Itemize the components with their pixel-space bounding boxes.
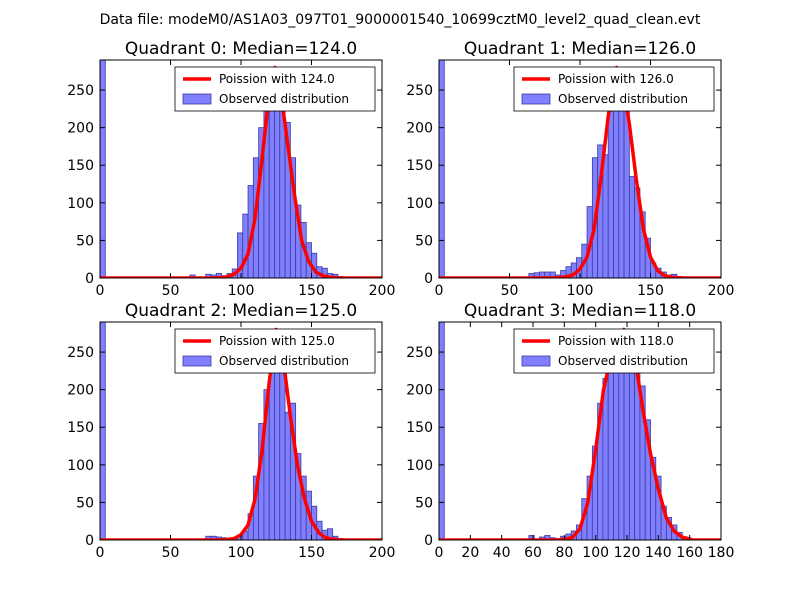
x-tick-label: 0 (435, 283, 444, 299)
x-tick-label: 80 (555, 545, 573, 561)
x-tick-label: 100 (228, 545, 255, 561)
x-tick-label: 0 (96, 283, 105, 299)
y-tick-label: 250 (406, 345, 433, 361)
y-tick-label: 150 (406, 420, 433, 436)
x-tick-label: 50 (162, 545, 180, 561)
y-tick-label: 100 (67, 196, 94, 212)
x-tick-label: 50 (501, 283, 519, 299)
x-tick-label: 150 (637, 283, 664, 299)
histogram-bar (242, 213, 249, 278)
y-tick-label: 150 (406, 158, 433, 174)
subplot-title-quadrant-0: Quadrant 0: Median=124.0 (125, 39, 357, 59)
legend-label-observed: Observed distribution (219, 92, 349, 106)
histogram-bar (284, 411, 291, 540)
y-tick-label: 100 (67, 458, 94, 474)
x-tick-label: 0 (435, 545, 444, 561)
histogram-bar (439, 60, 445, 278)
legend-label-poisson: Poission with 118.0 (558, 334, 674, 348)
histogram-bar (607, 97, 614, 278)
legend: Poission with 124.0 Observed distribution (174, 66, 376, 112)
legend-label-poisson: Poission with 125.0 (219, 334, 335, 348)
histogram-bar (602, 377, 609, 540)
x-tick-label: 120 (614, 545, 641, 561)
histogram-bars (439, 322, 688, 540)
y-tick-label: 50 (415, 233, 433, 249)
x-tick-label: 20 (461, 545, 479, 561)
subplot-quadrant-2: Quadrant 2: Median=125.0 0 50 100 150 200 0 50… (67, 301, 395, 561)
x-tick-label: 50 (162, 283, 180, 299)
y-tick-label: 100 (406, 196, 433, 212)
x-tick-label: 140 (645, 545, 672, 561)
legend: Poission with 126.0 Observed distribution (513, 66, 715, 112)
legend-patch-observed (521, 93, 551, 105)
x-tick-label: 100 (228, 283, 255, 299)
histogram-bar (613, 347, 620, 540)
y-tick-label: 250 (67, 345, 94, 361)
subplot-title-quadrant-2: Quadrant 2: Median=125.0 (125, 301, 357, 321)
x-tick-label: 150 (298, 283, 325, 299)
subplot-quadrant-1: Quadrant 1: Median=126.0 0 50 100 150 200 0 50… (406, 39, 734, 299)
y-tick-label: 0 (424, 533, 433, 549)
x-tick-label: 200 (369, 545, 396, 561)
x-tick-label: 40 (493, 545, 511, 561)
y-tick-label: 50 (76, 233, 94, 249)
histogram-bar (100, 60, 106, 278)
y-tick-label: 250 (67, 83, 94, 99)
histogram-bar (100, 322, 106, 540)
y-tick-label: 0 (85, 271, 94, 287)
y-tick-label: 50 (415, 495, 433, 511)
y-tick-label: 200 (67, 383, 94, 399)
x-tick-label: 0 (96, 545, 105, 561)
histogram-bar (628, 344, 636, 540)
subplot-title-quadrant-3: Quadrant 3: Median=118.0 (464, 301, 696, 321)
y-tick-label: 0 (85, 533, 94, 549)
subplot-title-quadrant-1: Quadrant 1: Median=126.0 (464, 39, 696, 59)
x-tick-label: 150 (298, 545, 325, 561)
legend: Poission with 118.0 Observed distribution (513, 328, 715, 374)
x-tick-label: 100 (567, 283, 594, 299)
y-tick-label: 250 (406, 83, 433, 99)
y-tick-label: 200 (67, 121, 94, 137)
x-tick-label: 180 (708, 545, 735, 561)
legend-patch-observed (521, 355, 551, 367)
histogram-bar (602, 154, 609, 278)
subplot-quadrant-3: Quadrant 3: Median=118.0 0 20 40 60 80 100 120… (406, 301, 734, 561)
legend-label-observed: Observed distribution (219, 354, 349, 368)
subplot-quadrant-0: Quadrant 0: Median=124.0 0 50 100 150 200 0 50… (67, 39, 395, 299)
x-tick-label: 160 (676, 545, 703, 561)
legend-label-poisson: Poission with 126.0 (558, 72, 674, 86)
x-tick-label: 100 (582, 545, 609, 561)
legend-label-observed: Observed distribution (558, 354, 688, 368)
histogram-bar (607, 359, 614, 540)
y-tick-label: 100 (406, 458, 433, 474)
y-tick-label: 200 (406, 121, 433, 137)
x-tick-label: 200 (369, 283, 396, 299)
legend: Poission with 125.0 Observed distribution (174, 328, 376, 374)
histogram-bar (613, 85, 620, 278)
x-tick-label: 60 (524, 545, 542, 561)
y-tick-label: 0 (424, 271, 433, 287)
y-tick-label: 150 (67, 158, 94, 174)
axes-frame (438, 321, 722, 541)
x-tick-label: 200 (708, 283, 735, 299)
legend-patch-observed (182, 355, 212, 367)
y-tick-label: 150 (67, 420, 94, 436)
legend-label-poisson: Poission with 124.0 (219, 72, 335, 86)
legend-patch-observed (182, 93, 212, 105)
y-tick-label: 200 (406, 383, 433, 399)
histogram-bar (279, 366, 286, 540)
histogram-bar (439, 322, 445, 540)
legend-label-observed: Observed distribution (558, 92, 688, 106)
figure-suptitle: Data file: modeM0/AS1A03_097T01_90000015… (100, 12, 701, 28)
y-tick-label: 50 (76, 495, 94, 511)
histogram-bar (628, 176, 636, 278)
